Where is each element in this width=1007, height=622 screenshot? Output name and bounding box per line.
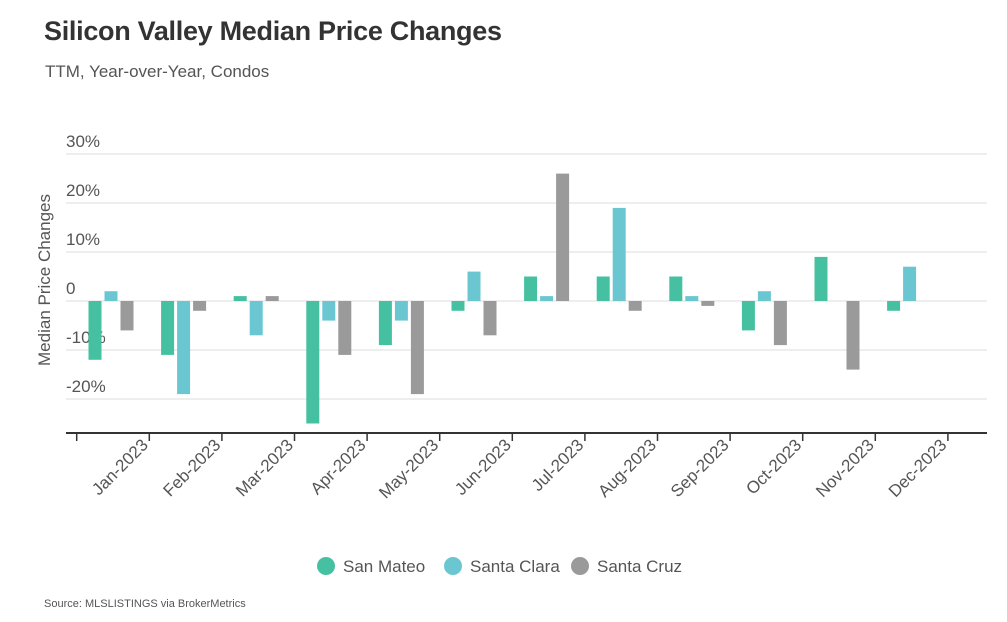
bar-san-mateo <box>88 301 102 360</box>
legend-label: Santa Clara <box>470 557 560 576</box>
bar-santa-cruz <box>846 301 860 370</box>
bar-san-mateo <box>814 256 828 301</box>
legend-label: Santa Cruz <box>597 557 682 576</box>
x-tick-label: Jul-2023 <box>528 435 588 495</box>
bar-santa-clara <box>685 296 699 301</box>
x-tick-label: Oct-2023 <box>742 435 805 498</box>
bar-santa-cruz <box>628 301 642 311</box>
chart-subtitle: TTM, Year-over-Year, Condos <box>45 62 270 81</box>
bar-santa-cruz <box>410 301 424 395</box>
bar-san-mateo <box>233 296 247 301</box>
y-tick-label: -20% <box>66 377 106 396</box>
legend-label: San Mateo <box>343 557 425 576</box>
bar-santa-cruz <box>265 296 279 301</box>
legend-swatch <box>444 557 462 575</box>
bar-santa-clara <box>104 291 118 301</box>
bar-santa-cruz <box>773 301 787 346</box>
x-tick-label: Feb-2023 <box>160 435 225 500</box>
bar-san-mateo <box>306 301 320 424</box>
chart-title: Silicon Valley Median Price Changes <box>44 16 502 46</box>
bar-san-mateo <box>451 301 465 311</box>
bar-santa-clara <box>177 301 191 395</box>
bar-san-mateo <box>741 301 755 331</box>
bar-santa-clara <box>903 266 917 301</box>
y-tick-label: 0 <box>66 279 75 298</box>
y-tick-label: 20% <box>66 181 100 200</box>
bar-santa-cruz <box>483 301 497 336</box>
x-tick-label: Dec-2023 <box>885 435 951 501</box>
bar-santa-cruz <box>701 301 715 306</box>
bar-santa-clara <box>757 291 771 301</box>
x-tick-label: May-2023 <box>375 435 442 502</box>
bar-san-mateo <box>596 276 610 301</box>
x-tick-label: Aug-2023 <box>594 435 660 501</box>
bar-santa-cruz <box>338 301 352 355</box>
x-tick-label: Sep-2023 <box>667 435 733 501</box>
x-axis <box>66 432 987 441</box>
legend-item-santa-clara: Santa Clara <box>444 557 560 576</box>
y-tick-label: 10% <box>66 230 100 249</box>
legend-item-santa-cruz: Santa Cruz <box>571 557 682 576</box>
legend-swatch <box>571 557 589 575</box>
bar-san-mateo <box>669 276 683 301</box>
x-tick-label: Jan-2023 <box>88 435 152 499</box>
y-axis-label: Median Price Changes <box>35 194 54 366</box>
x-tick-label: Mar-2023 <box>232 435 297 500</box>
bar-santa-cruz <box>556 173 570 301</box>
bar-santa-cruz <box>120 301 134 331</box>
bars <box>88 173 917 424</box>
bar-san-mateo <box>524 276 538 301</box>
bar-santa-clara <box>394 301 408 321</box>
bar-santa-cruz <box>193 301 207 311</box>
y-tick-label: 30% <box>66 132 100 151</box>
x-tick-label: Nov-2023 <box>812 435 878 501</box>
bar-santa-clara <box>612 207 626 301</box>
bar-santa-clara <box>322 301 336 321</box>
gridlines <box>66 153 987 400</box>
source-note: Source: MLSLISTINGS via BrokerMetrics <box>44 598 246 610</box>
bar-san-mateo <box>378 301 392 346</box>
bar-santa-clara <box>249 301 263 336</box>
bar-san-mateo <box>887 301 901 311</box>
x-tick-label: Apr-2023 <box>307 435 370 498</box>
x-tick-label: Jun-2023 <box>451 435 515 499</box>
x-axis-tick-labels: Jan-2023 Feb-2023 Mar-2023 Apr-2023 May-2023… <box>88 435 950 502</box>
legend: San Mateo Santa Clara Santa Cruz <box>317 557 682 576</box>
bar-santa-clara <box>467 271 481 301</box>
bar-santa-clara <box>540 296 554 301</box>
bar-san-mateo <box>161 301 175 355</box>
legend-item-san-mateo: San Mateo <box>317 557 425 576</box>
legend-swatch <box>317 557 335 575</box>
